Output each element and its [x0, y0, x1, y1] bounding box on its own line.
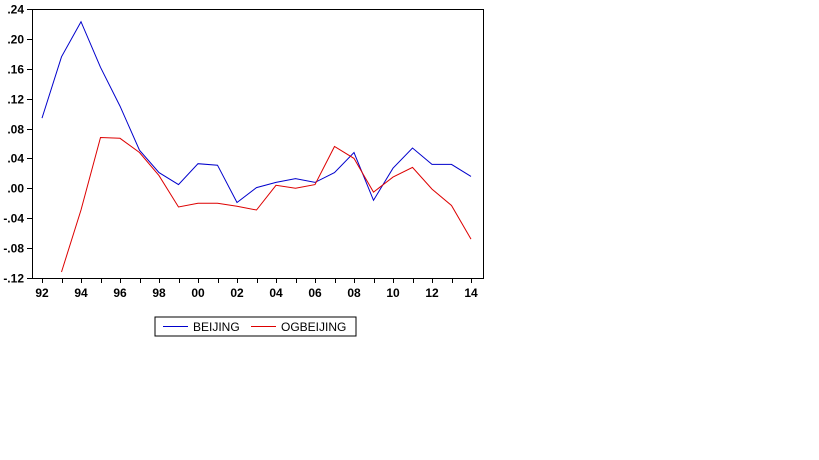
- x-tick-label: 06: [308, 286, 322, 300]
- y-tick-label: .16: [7, 63, 24, 77]
- x-tick-label: 02: [230, 286, 244, 300]
- y-tick-label: .04: [7, 152, 24, 166]
- series-line-ogbeijing: [61, 136, 472, 273]
- x-tick-label: 92: [35, 286, 49, 300]
- x-tick-label: 94: [74, 286, 88, 300]
- y-tick-label: -.12: [3, 272, 24, 286]
- x-tick-label: 12: [425, 286, 439, 300]
- series-line-beijing: [41, 20, 472, 204]
- plot-border: [32, 9, 484, 279]
- plot-frame: [32, 9, 484, 279]
- x-tick-label: 04: [269, 286, 283, 300]
- series-lines: [41, 20, 472, 273]
- y-tick-label: .12: [7, 93, 24, 107]
- x-tick-label: 96: [113, 286, 127, 300]
- y-tick-label: .08: [7, 123, 24, 137]
- x-tick-label: 08: [347, 286, 361, 300]
- x-tick-label: 98: [152, 286, 166, 300]
- y-tick-label: .24: [7, 3, 24, 17]
- y-axis: .24 .20 .16 .12 .08 .04 .00 -.04 -.08 -.12: [3, 3, 32, 286]
- legend-label-ogbeijing: OGBEIJING: [281, 320, 346, 334]
- y-tick-label: -.08: [3, 242, 24, 256]
- legend: BEIJING OGBEIJING: [154, 316, 357, 337]
- x-tick-label: 14: [464, 286, 478, 300]
- x-tick-label: 00: [191, 286, 205, 300]
- y-tick-label: .20: [7, 33, 24, 47]
- x-tick-label: 10: [386, 286, 400, 300]
- y-tick-label: -.04: [3, 212, 24, 226]
- y-tick-label: .00: [7, 182, 24, 196]
- legend-label-beijing: BEIJING: [193, 320, 240, 334]
- x-axis: 92 94 96 98 00 02 04 06 08 10 12 14: [35, 278, 478, 300]
